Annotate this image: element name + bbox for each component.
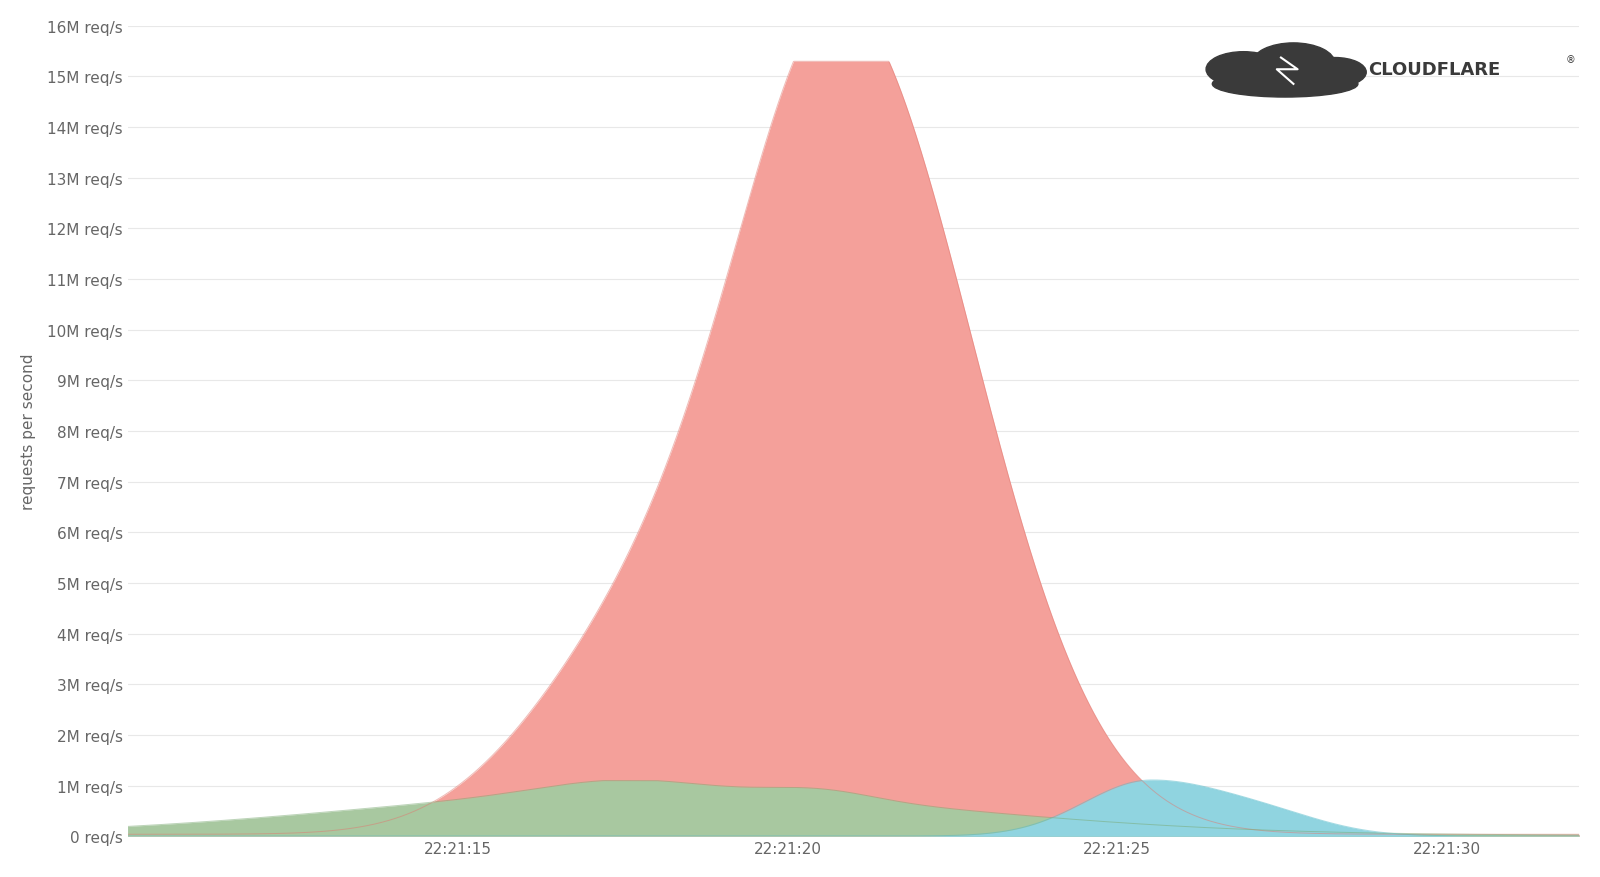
Y-axis label: requests per second: requests per second	[21, 353, 35, 510]
Text: ®: ®	[1566, 55, 1576, 65]
Ellipse shape	[1206, 53, 1282, 88]
Ellipse shape	[1251, 44, 1334, 85]
Text: CLOUDFLARE: CLOUDFLARE	[1368, 61, 1501, 79]
Ellipse shape	[1304, 59, 1366, 88]
Ellipse shape	[1213, 72, 1358, 98]
